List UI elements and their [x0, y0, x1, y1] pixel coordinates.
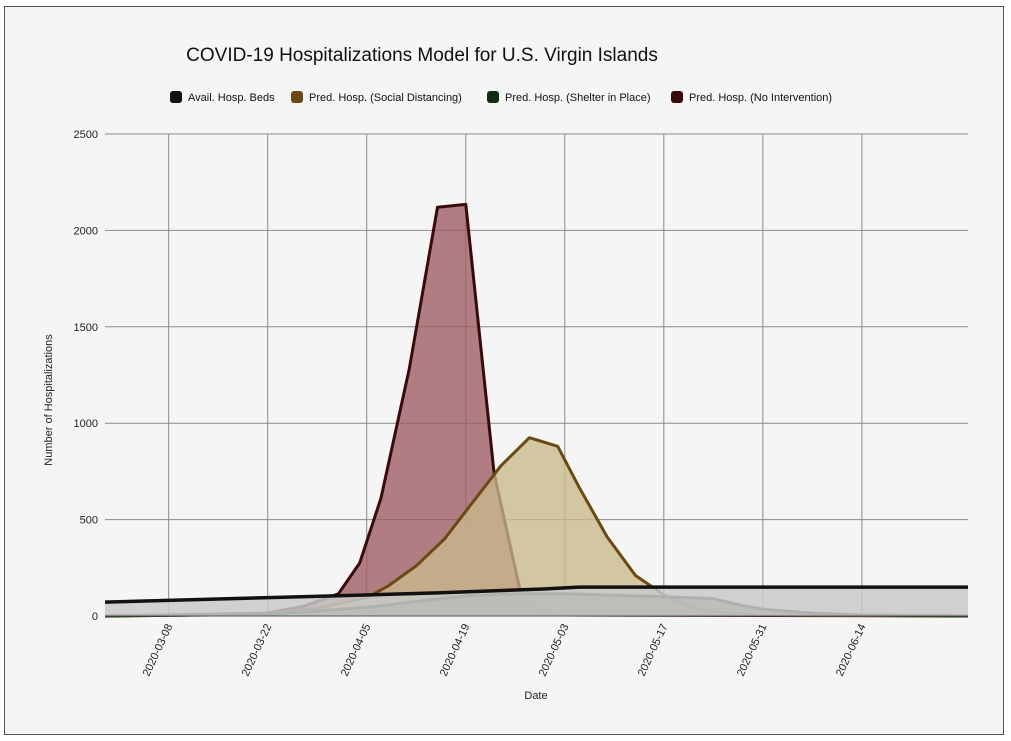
- area-pred-hosp-social-distancing: [105, 437, 968, 616]
- x-tick-label: 2020-06-14: [834, 622, 869, 678]
- legend-label-avail-hosp-beds: Avail. Hosp. Beds: [188, 92, 275, 104]
- legend: Avail. Hosp. Beds Pred. Hosp. (Social Dis…: [170, 91, 832, 104]
- x-tick-label: 2020-05-03: [537, 622, 572, 678]
- legend-swatch-pred-hosp-shelter-in-place: [487, 91, 499, 103]
- x-tick-label: 2020-04-19: [438, 622, 473, 678]
- legend-label-pred-hosp-social-distancing: Pred. Hosp. (Social Distancing): [309, 92, 462, 104]
- x-tick-label: 2020-03-08: [141, 622, 176, 678]
- legend-label-pred-hosp-no-intervention: Pred. Hosp. (No Intervention): [689, 92, 832, 104]
- area-avail-hosp-beds: [105, 587, 968, 616]
- y-tick-label: 1000: [74, 418, 98, 430]
- x-tick-label: 2020-03-22: [240, 622, 275, 678]
- x-tick-label: 2020-05-17: [636, 622, 671, 678]
- x-axis-title: Date: [524, 690, 547, 702]
- legend-swatch-pred-hosp-social-distancing: [291, 91, 303, 103]
- x-tick-label: 2020-04-05: [339, 622, 374, 678]
- y-axis-title: Number of Hospitalizations: [43, 334, 55, 466]
- y-tick-label: 1500: [74, 322, 98, 334]
- y-tick-label: 2000: [74, 225, 98, 237]
- chart-title: COVID-19 Hospitalizations Model for U.S.…: [186, 45, 658, 66]
- series-areas: [104, 202, 969, 618]
- y-tick-label: 500: [80, 515, 98, 527]
- y-tick-label: 2500: [74, 129, 98, 141]
- legend-swatch-avail-hosp-beds: [170, 91, 182, 103]
- legend-swatch-pred-hosp-no-intervention: [671, 91, 683, 103]
- line-avail-hosp-beds: [104, 585, 968, 604]
- y-tick-label: 0: [92, 611, 98, 623]
- x-tick-label: 2020-05-31: [735, 622, 770, 678]
- legend-label-pred-hosp-shelter-in-place: Pred. Hosp. (Shelter in Place): [505, 92, 651, 104]
